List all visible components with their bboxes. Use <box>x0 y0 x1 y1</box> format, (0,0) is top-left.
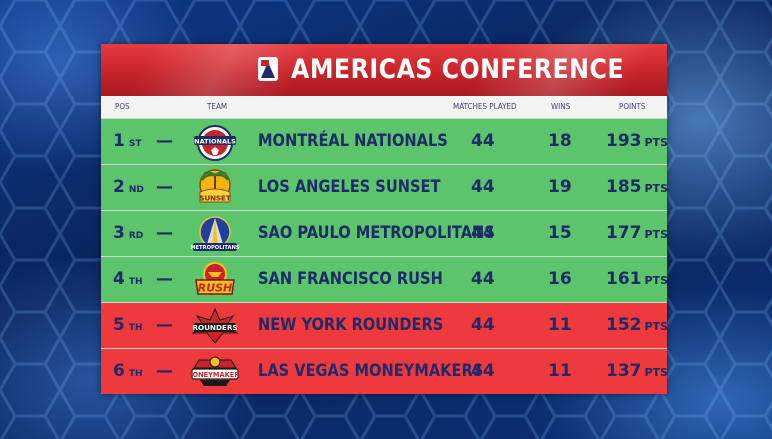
column-header-points: POINTS <box>619 102 646 111</box>
position-change: — <box>156 223 173 243</box>
logo-text: MONEYMAKERS <box>190 371 240 379</box>
points-unit: PTS <box>644 320 669 333</box>
position: 2 ND <box>113 165 144 210</box>
moneymakers-logo-icon: MONEYMAKERS <box>186 352 244 392</box>
points: 177 PTS <box>606 211 668 256</box>
points-unit: PTS <box>644 182 669 195</box>
column-header-matches-played: MATCHES PLAYED <box>453 102 517 111</box>
points-unit: PTS <box>644 366 669 379</box>
wins: 16 <box>548 269 572 289</box>
matches-played: 44 <box>471 315 495 335</box>
table-row: 1 ST — NATIONALS MONTRÉAL NATIONALS 44 18 193 PT… <box>101 118 668 164</box>
team-name: LOS ANGELES SUNSET <box>258 177 441 197</box>
points: 185 PTS <box>606 165 668 210</box>
position: 3 RD <box>113 211 143 256</box>
table-row: 3 RD — METROPOLITANS SAO PAULO METROPOLITANS… <box>101 210 668 256</box>
team-name: SAO PAULO METROPOLITANS <box>258 223 495 243</box>
wins: 18 <box>548 131 572 151</box>
sunset-logo-icon: SUNSET <box>190 168 240 208</box>
position-number: 3 <box>113 223 125 243</box>
position-suffix: TH <box>128 369 143 379</box>
matches-played: 44 <box>471 361 495 381</box>
position-change: — <box>156 269 173 289</box>
points: 193 PTS <box>606 119 668 164</box>
rush-logo-icon: RUSH <box>190 260 240 300</box>
position-number: 4 <box>113 269 125 289</box>
position-change: — <box>156 315 173 335</box>
position-suffix: TH <box>128 323 143 333</box>
points-unit: PTS <box>644 228 669 241</box>
position-change: — <box>156 131 173 151</box>
column-header-pos: POS <box>115 102 130 111</box>
team-name: NEW YORK ROUNDERS <box>258 315 444 335</box>
points: 137 PTS <box>606 349 668 394</box>
points-value: 161 <box>606 269 642 289</box>
title-streak <box>125 44 317 96</box>
position-change: — <box>156 177 173 197</box>
column-header-wins: WINS <box>551 102 571 111</box>
logo-text: RUSH <box>198 282 233 295</box>
points: 161 PTS <box>606 257 668 302</box>
standings-board: AMERICAS CONFERENCE POS TEAM MATCHES PLA… <box>101 44 668 394</box>
position: 6 TH <box>113 349 143 394</box>
rounders-logo-icon: ROUNDERS <box>190 306 240 346</box>
logo-text: ROUNDERS <box>192 323 237 332</box>
points-value: 137 <box>606 361 642 381</box>
logo-text: NATIONALS <box>194 138 236 146</box>
table-row: 2 ND — SUNSET LOS ANGELES SUNSET 44 19 185 PTS <box>101 164 668 210</box>
wins: 11 <box>548 361 572 381</box>
position-change: — <box>156 361 173 381</box>
position: 4 TH <box>113 257 143 302</box>
title-bar: AMERICAS CONFERENCE <box>101 44 667 96</box>
table-row: 4 TH — RUSH SAN FRANCISCO RUSH 44 16 161 PTS <box>101 256 668 302</box>
logo-text: METROPOLITANS <box>190 245 240 251</box>
points-unit: PTS <box>644 136 669 149</box>
position-number: 5 <box>113 315 125 335</box>
position-suffix: ST <box>128 139 142 149</box>
table-row: 5 TH — ROUNDERS NEW YORK ROUNDERS 44 11 152 PTS <box>101 302 668 348</box>
points-value: 185 <box>606 177 642 197</box>
column-header-team: TEAM <box>207 102 228 111</box>
league-logo-icon <box>258 57 278 81</box>
position-suffix: RD <box>128 231 144 241</box>
wins: 15 <box>548 223 572 243</box>
position-suffix: TH <box>128 277 143 287</box>
metropolitans-logo-icon: METROPOLITANS <box>190 214 240 254</box>
position-number: 2 <box>113 177 125 197</box>
points-value: 177 <box>606 223 642 243</box>
team-name: SAN FRANCISCO RUSH <box>258 269 443 289</box>
conference-title: AMERICAS CONFERENCE <box>291 54 625 85</box>
matches-played: 44 <box>471 177 495 197</box>
points-unit: PTS <box>644 274 669 287</box>
points-value: 152 <box>606 315 642 335</box>
matches-played: 44 <box>471 269 495 289</box>
nationals-logo-icon: NATIONALS <box>190 122 240 162</box>
position-number: 6 <box>113 361 125 381</box>
wins: 11 <box>548 315 572 335</box>
logo-text: SUNSET <box>199 195 230 203</box>
points: 152 PTS <box>606 303 668 348</box>
position-suffix: ND <box>128 185 144 195</box>
matches-played: 44 <box>471 223 495 243</box>
team-name: MONTRÉAL NATIONALS <box>258 131 448 151</box>
position-number: 1 <box>113 131 125 151</box>
points-value: 193 <box>606 131 642 151</box>
matches-played: 44 <box>471 131 495 151</box>
wins: 19 <box>548 177 572 197</box>
position: 5 TH <box>113 303 143 348</box>
team-name: LAS VEGAS MONEYMAKERS <box>258 361 484 381</box>
position: 1 ST <box>113 119 141 164</box>
